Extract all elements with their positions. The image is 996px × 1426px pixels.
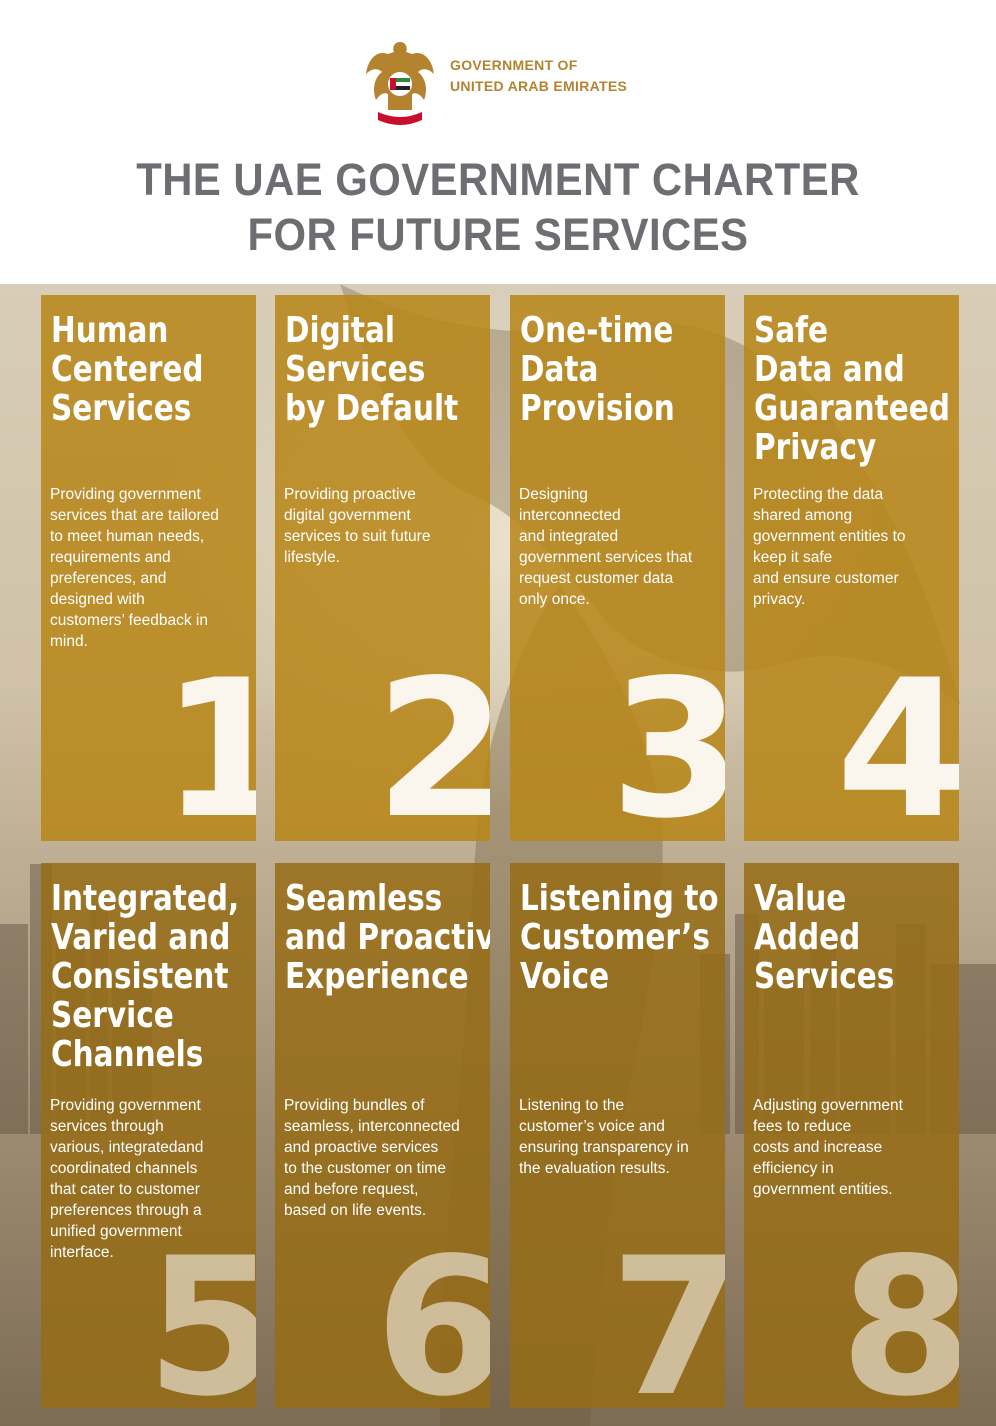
card-title: Seamless and Proactive Experience — [285, 878, 490, 997]
charter-card-3: One-time Data Provision Designing interc… — [510, 295, 725, 841]
charter-card-8: Value Added Services Adjusting governmen… — [744, 863, 959, 1408]
uae-falcon-emblem-icon — [366, 42, 434, 125]
card-description: Protecting the data shared among governm… — [753, 486, 906, 608]
card-title: Digital Services by Default — [285, 310, 459, 429]
charter-card-5: Integrated, Varied and Consistent Servic… — [41, 863, 256, 1408]
org-line-1: GOVERNMENT OF — [450, 57, 578, 73]
government-name: GOVERNMENT OF UNITED ARAB EMIRATES — [450, 55, 627, 97]
card-title: Human Centered Services — [51, 310, 204, 429]
card-title: Safe Data and Guaranteed Privacy — [754, 310, 950, 468]
card-number: 6 — [375, 1217, 490, 1409]
card-number: 4 — [836, 639, 959, 842]
card-description: Providing government services that are t… — [50, 486, 219, 650]
card-description: Providing government services through va… — [50, 1097, 204, 1261]
card-number: 8 — [840, 1217, 959, 1409]
org-line-2: UNITED ARAB EMIRATES — [450, 78, 628, 94]
charter-card-7: Listening to Customer’s Voice Listening … — [510, 863, 725, 1408]
charter-card-4: Safe Data and Guaranteed Privacy Protect… — [744, 295, 959, 841]
title-line-2: FOR FUTURE SERVICES — [247, 209, 749, 260]
card-number: 3 — [610, 639, 725, 842]
card-description: Listening to the customer’s voice and en… — [519, 1097, 689, 1177]
header: GOVERNMENT OF UNITED ARAB EMIRATES THE U… — [0, 0, 996, 284]
card-title: One-time Data Provision — [520, 310, 675, 429]
card-description: Providing proactive digital government s… — [284, 486, 431, 566]
card-number: 7 — [610, 1217, 725, 1409]
charter-card-2: Digital Services by Default Providing pr… — [275, 295, 490, 841]
card-description: Adjusting government fees to reduce cost… — [753, 1097, 903, 1198]
card-number: 1 — [161, 639, 256, 842]
charter-card-1: Human Centered Services Providing govern… — [41, 295, 256, 841]
card-description: Designing interconnected and integrated … — [519, 486, 693, 608]
card-title: Value Added Services — [754, 878, 895, 997]
charter-card-6: Seamless and Proactive Experience Provid… — [275, 863, 490, 1408]
card-description: Providing bundles of seamless, interconn… — [284, 1097, 460, 1219]
card-title: Listening to Customer’s Voice — [520, 878, 719, 997]
title-line-1: THE UAE GOVERNMENT CHARTER — [136, 154, 860, 205]
card-number: 2 — [375, 639, 490, 842]
page-title: THE UAE GOVERNMENT CHARTER FOR FUTURE SE… — [35, 152, 961, 262]
card-number: 5 — [146, 1217, 256, 1409]
card-title: Integrated, Varied and Consistent Servic… — [51, 878, 240, 1075]
